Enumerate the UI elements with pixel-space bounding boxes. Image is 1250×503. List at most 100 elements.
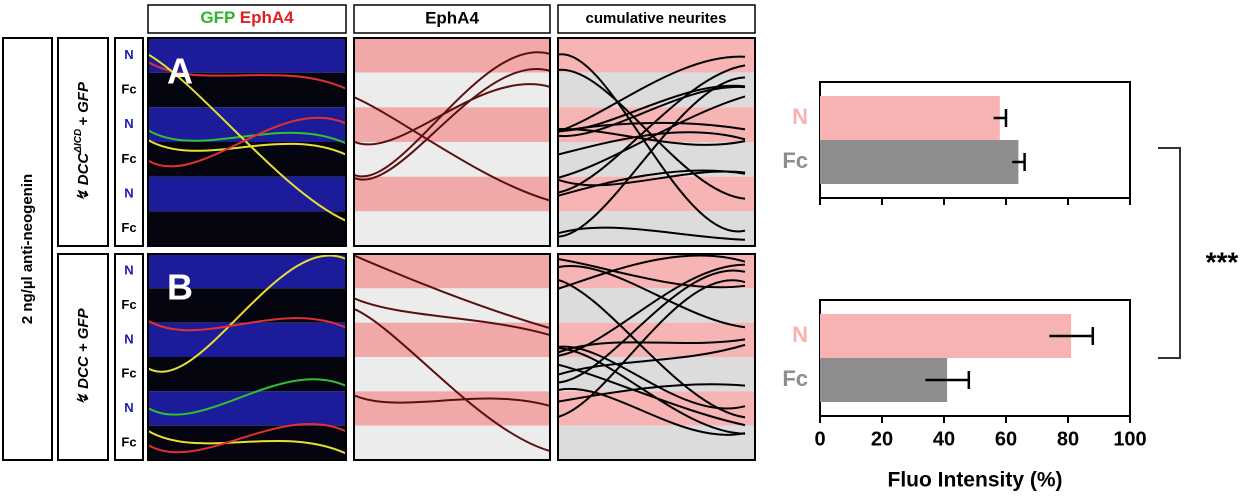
x-tick-label: 80 xyxy=(1057,428,1079,450)
image-stripe xyxy=(148,288,346,323)
neurite xyxy=(354,297,550,337)
neurite xyxy=(558,258,746,289)
neurite xyxy=(558,86,746,137)
x-tick-label: 0 xyxy=(814,428,825,450)
panel-label-part: ↯ DCC xyxy=(75,152,92,202)
image-stripe xyxy=(558,176,755,212)
neurite xyxy=(558,279,746,418)
neurite xyxy=(558,53,746,233)
neurite xyxy=(558,383,746,403)
panel-label: ↯ DCCΔICD + GFP xyxy=(73,81,92,202)
neurite xyxy=(558,76,746,238)
image-stripe xyxy=(148,254,346,289)
neurite xyxy=(148,378,346,416)
bar xyxy=(820,314,1072,358)
image-stripe xyxy=(354,107,550,142)
panel-box xyxy=(57,37,109,247)
image-stripe xyxy=(558,425,755,460)
neurite xyxy=(148,61,346,90)
image-stripe xyxy=(354,322,550,357)
error-bar xyxy=(1012,153,1026,171)
neurite xyxy=(558,278,746,419)
neurite xyxy=(558,269,746,384)
neurite xyxy=(558,346,746,435)
significance-bracket xyxy=(1158,147,1181,359)
row-label: N xyxy=(124,185,133,200)
header-box xyxy=(353,4,551,34)
image-stripe xyxy=(558,288,755,323)
panel-box xyxy=(57,253,109,461)
image-stripe xyxy=(354,176,550,212)
row-label: N xyxy=(124,400,133,415)
image-stripe xyxy=(558,38,755,73)
side-box xyxy=(2,37,53,461)
panel-label-sup: ΔICD xyxy=(73,129,84,154)
neurite xyxy=(558,121,746,133)
panel-label: ↯ DCC + GFP xyxy=(75,307,92,405)
neurite xyxy=(148,429,346,455)
neurites xyxy=(148,53,346,222)
image-stripe xyxy=(354,357,550,392)
neurites xyxy=(558,254,746,436)
neurite xyxy=(558,264,746,329)
neurite xyxy=(558,387,746,436)
neurite xyxy=(148,139,346,156)
neurite xyxy=(148,53,346,222)
header-epha4: EphA4 xyxy=(240,8,294,27)
row-label: Fc xyxy=(121,366,136,381)
image-stripe xyxy=(354,391,550,426)
image-frame xyxy=(147,253,347,461)
neurite xyxy=(148,116,346,168)
header: cumulative neurites xyxy=(586,10,727,27)
neurite xyxy=(354,254,550,330)
image-frame xyxy=(353,37,551,247)
row-label: Fc xyxy=(121,297,136,312)
neurite xyxy=(558,55,746,133)
neurites xyxy=(354,254,550,452)
bar-chart: N Fc N Fc 0 20 40 60 80 100 Fluo Intensity (%) *** xyxy=(782,81,1239,492)
header: GFP EphA4 xyxy=(200,8,294,27)
row-box xyxy=(114,253,144,461)
neurites xyxy=(148,254,346,455)
neurites xyxy=(354,51,550,202)
image-stripe xyxy=(558,72,755,108)
neurite xyxy=(354,83,550,146)
category-label: Fc xyxy=(782,366,808,391)
neurite xyxy=(148,422,346,454)
category-label: Fc xyxy=(782,148,808,173)
image-stripe xyxy=(558,107,755,142)
row-label: Fc xyxy=(121,151,136,166)
bar xyxy=(820,140,1019,184)
row-label: Fc xyxy=(121,434,136,449)
neurite xyxy=(354,68,550,181)
neurite xyxy=(354,96,550,202)
neurite xyxy=(558,254,746,290)
panel-label-part: + GFP xyxy=(75,81,92,126)
row-label: Fc xyxy=(121,81,136,96)
row-label: N xyxy=(124,331,133,346)
significance: *** xyxy=(1206,246,1239,277)
image-stripe xyxy=(148,211,346,246)
row-label: N xyxy=(124,263,133,278)
image-frame xyxy=(557,37,756,247)
image-stripe xyxy=(354,425,550,460)
header: EphA4 xyxy=(425,8,479,27)
image-stripe xyxy=(148,322,346,357)
image-stripe xyxy=(148,176,346,212)
image-stripe xyxy=(354,211,550,246)
panel-letter: B xyxy=(167,267,193,308)
row-label: N xyxy=(124,116,133,131)
header-box xyxy=(557,4,756,34)
header-gfp: GFP xyxy=(200,8,235,27)
category-label: N xyxy=(792,322,808,347)
neurite xyxy=(558,345,746,410)
neurite xyxy=(558,131,746,156)
side-label: 2 ng/µl anti-neogenin xyxy=(19,174,36,324)
x-tick-label: 40 xyxy=(933,428,955,450)
image-stripe xyxy=(148,357,346,392)
neurites xyxy=(558,53,746,241)
image-frame xyxy=(147,37,347,247)
neurite xyxy=(558,64,746,194)
image-frame xyxy=(557,253,756,461)
